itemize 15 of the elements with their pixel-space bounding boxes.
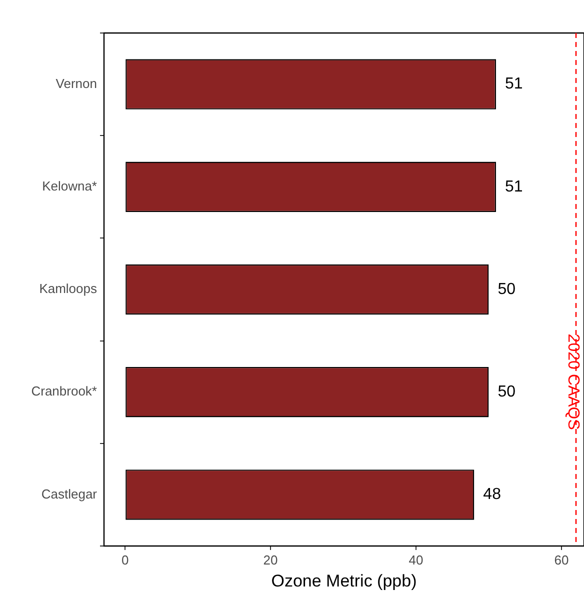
- data-label: 51: [505, 76, 523, 93]
- y-tick-label: Vernon: [56, 76, 97, 91]
- x-tick-label: 40: [408, 552, 424, 568]
- x-tick-label: 20: [263, 552, 278, 568]
- x-tick-label: 0: [121, 552, 129, 568]
- y-tick-label: Kelowna*: [42, 178, 97, 194]
- y-tick-label: Castlegar: [41, 486, 98, 502]
- data-label: 50: [498, 384, 516, 401]
- data-label: 50: [498, 280, 516, 298]
- data-label: 51: [505, 178, 523, 196]
- y-tick-label: Cranbrook*: [31, 384, 97, 399]
- x-axis-title: Ozone Metric (ppb): [271, 571, 417, 590]
- data-label: 48: [483, 486, 502, 504]
- y-tick-label: Kamloops: [39, 281, 98, 296]
- x-tick-label: 60: [554, 552, 569, 568]
